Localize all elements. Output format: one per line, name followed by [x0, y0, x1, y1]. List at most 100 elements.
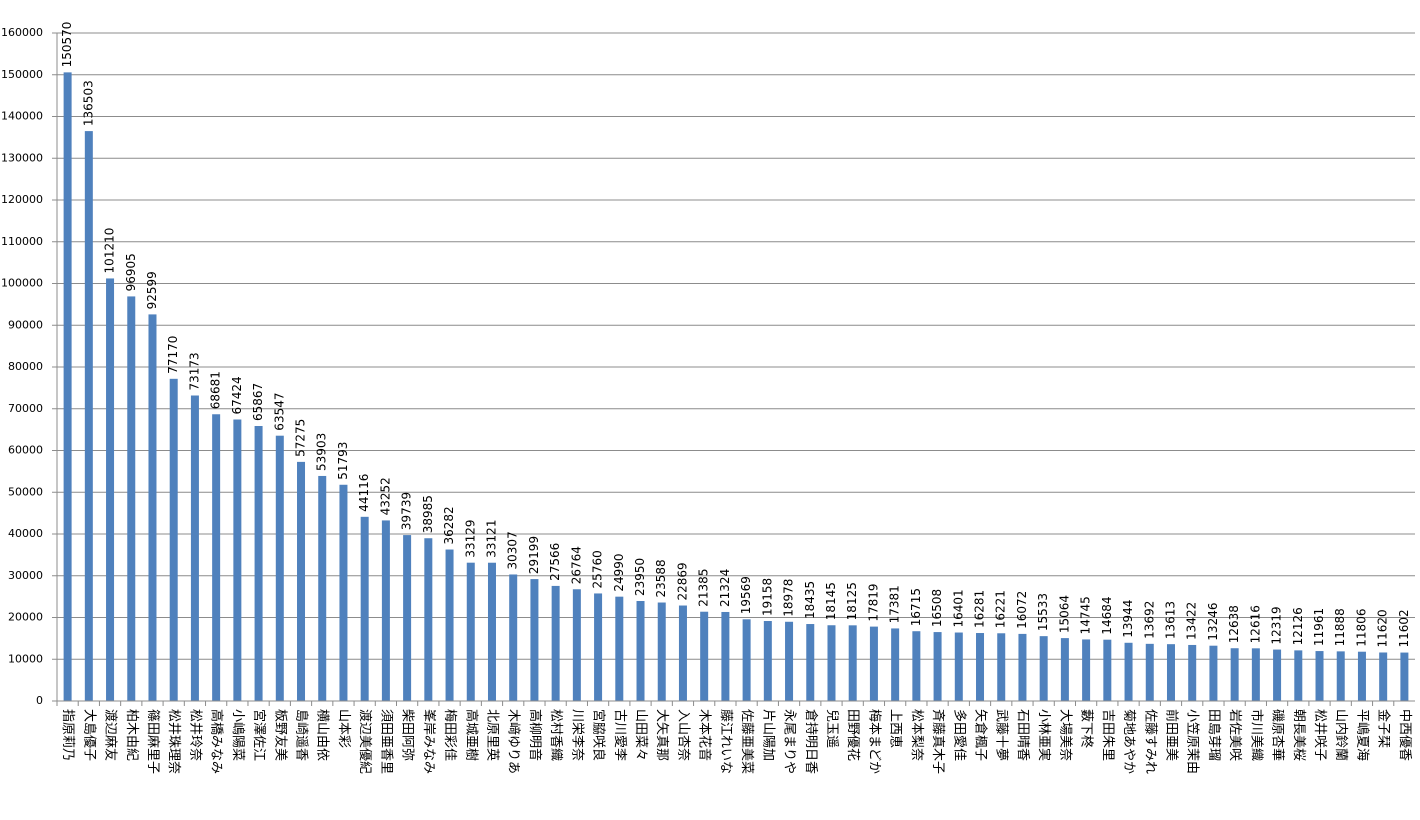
data-label: 136503 [81, 80, 95, 126]
data-label: 18978 [782, 579, 796, 617]
x-tick-label: 渡辺麻友 [103, 709, 119, 761]
bar [381, 520, 390, 701]
bar [530, 579, 539, 701]
data-label: 27566 [548, 543, 562, 581]
bar [1124, 642, 1133, 701]
bar [106, 278, 115, 701]
x-tick-label: 兒玉遥 [824, 709, 839, 748]
x-tick-label: 板野友美 [272, 709, 288, 761]
data-label: 12319 [1270, 606, 1284, 644]
x-tick-label: 石田晴香 [1015, 709, 1030, 761]
x-tick-label: 片山陽加 [760, 709, 775, 761]
x-tick-label: 峯岸みなみ [421, 709, 436, 774]
x-tick-label: 岩佐美咲 [1227, 709, 1243, 761]
x-tick-label: 大島優子 [81, 709, 96, 761]
data-label: 92599 [145, 271, 159, 309]
bar [827, 625, 836, 701]
bar [1336, 651, 1345, 701]
bar [869, 626, 878, 701]
data-label: 16715 [909, 588, 923, 626]
y-tick-label: 90000 [8, 318, 43, 331]
bar [275, 435, 284, 701]
x-tick-label: 松村香織 [548, 709, 563, 761]
bar [615, 596, 624, 701]
data-label: 73173 [187, 352, 201, 390]
x-tick-label: 磯原杏華 [1270, 709, 1285, 761]
y-tick-label: 20000 [8, 611, 43, 624]
x-tick-label: 金子栞 [1376, 709, 1392, 748]
data-label: 15064 [1057, 595, 1071, 633]
x-tick-label: 藪下柊 [1079, 709, 1095, 748]
bar [339, 484, 348, 701]
data-label: 68681 [209, 371, 223, 409]
data-label: 13613 [1163, 601, 1177, 639]
x-tick-label: 大場美奈 [1057, 709, 1072, 761]
data-label: 16401 [951, 589, 965, 627]
bar [212, 414, 221, 701]
data-label: 11961 [1312, 608, 1326, 646]
x-tick-label: 篠田麻里子 [145, 709, 160, 774]
data-label: 67424 [230, 376, 244, 414]
x-tick-label: 梅田彩佳 [442, 709, 457, 761]
bar [933, 632, 942, 701]
x-tick-label: 梅本まどか [866, 709, 881, 774]
bar [848, 625, 857, 701]
x-tick-label: 松井玲奈 [187, 709, 202, 761]
x-tick-label: 高柳明音 [527, 709, 543, 761]
bar [1039, 636, 1048, 701]
y-tick-label: 10000 [8, 652, 43, 665]
data-label: 39739 [400, 492, 414, 530]
data-label: 15533 [1036, 593, 1050, 631]
x-tick-label: 松井珠理奈 [166, 709, 181, 774]
x-tick-label: 小嶋陽菜 [230, 709, 245, 761]
bar [84, 131, 93, 701]
y-tick-label: 110000 [1, 235, 43, 248]
x-tick-label: 佐藤すみれ [1142, 709, 1157, 774]
x-tick-label: 斉藤真木子 [930, 709, 946, 774]
data-label: 16072 [1015, 591, 1029, 629]
x-tick-label: 柏木由紀 [124, 709, 139, 761]
data-label: 21385 [697, 569, 711, 607]
x-tick-label: 宮澤佐江 [251, 709, 267, 761]
y-tick-label: 130000 [1, 151, 43, 164]
y-tick-label: 0 [36, 694, 43, 707]
data-label: 11806 [1354, 609, 1368, 647]
data-label: 19569 [739, 576, 753, 614]
x-tick-label: 平嶋夏海 [1354, 709, 1369, 761]
x-tick-label: 菊地あやか [1121, 709, 1136, 774]
data-label: 23950 [633, 558, 647, 596]
bar [1357, 651, 1366, 701]
bar [1315, 651, 1324, 701]
bar [1188, 644, 1197, 701]
bar [1251, 648, 1260, 701]
bar [318, 475, 327, 701]
x-tick-label: 入山杏奈 [675, 709, 690, 761]
x-tick-label: 高城亜樹 [463, 709, 479, 761]
bar [806, 624, 815, 701]
data-label: 21324 [718, 569, 732, 607]
bar [891, 628, 900, 701]
data-label: 26764 [569, 546, 583, 584]
data-label: 22869 [675, 562, 689, 600]
bar [1294, 650, 1303, 701]
data-label: 30307 [506, 531, 520, 569]
data-label: 43252 [378, 477, 392, 515]
data-label: 16508 [930, 589, 944, 627]
bar [954, 632, 963, 701]
data-label: 11602 [1397, 609, 1411, 647]
bar [721, 611, 730, 701]
bar [1166, 644, 1175, 701]
x-tick-label: 須田亜香里 [378, 709, 393, 774]
x-tick-label: 小笠原茉由 [1185, 709, 1200, 774]
bar [1082, 639, 1091, 701]
bar [63, 72, 72, 702]
data-label: 12638 [1227, 605, 1241, 643]
bar [403, 535, 412, 701]
x-tick-label: 永尾まりや [782, 709, 797, 774]
bar [297, 461, 306, 701]
x-tick-label: 指原莉乃 [60, 709, 75, 761]
y-tick-label: 40000 [8, 527, 43, 540]
y-tick-label: 160000 [1, 26, 43, 39]
x-tick-label: 倉持明日香 [803, 709, 818, 774]
